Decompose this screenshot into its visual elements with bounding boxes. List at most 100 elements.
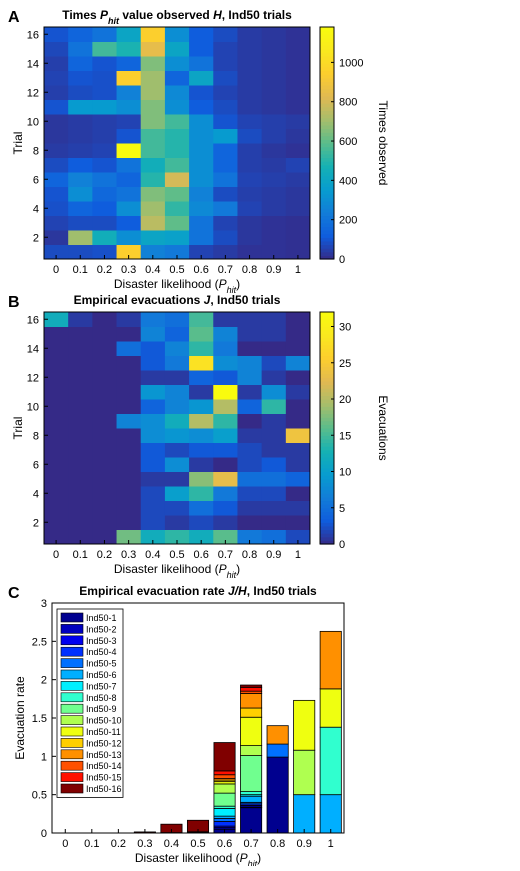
- heatmap-cell: [92, 201, 117, 216]
- heatmap-cell: [141, 143, 166, 158]
- text-part: hit: [248, 859, 258, 866]
- y-tick-label: 4: [33, 488, 39, 500]
- heatmap-cell: [141, 457, 166, 472]
- colorbar-tick-label: 0: [339, 254, 345, 266]
- colorbar-segment: [320, 187, 334, 191]
- heatmap-cell: [262, 85, 287, 100]
- heatmap-cell: [68, 327, 93, 342]
- y-tick-label: 8: [33, 145, 39, 157]
- bar-segment: [294, 750, 315, 794]
- legend-label: Ind50-16: [86, 784, 122, 794]
- legend-swatch: [61, 738, 83, 747]
- colorbar-segment: [320, 406, 334, 410]
- heatmap-cell: [141, 172, 166, 187]
- heatmap-cell: [165, 443, 190, 458]
- heatmap-cell: [92, 414, 117, 429]
- text-part: Empirical evacuations: [74, 293, 204, 307]
- chart-title: Times Phit value observed H, Ind50 trial…: [62, 8, 292, 26]
- text-part: P: [240, 851, 248, 865]
- heatmap-cell: [213, 515, 238, 530]
- heatmap-cell: [262, 385, 287, 400]
- heatmap-cell: [165, 172, 190, 187]
- heatmap-cell: [213, 327, 238, 342]
- colorbar-tick-label: 10: [339, 467, 351, 479]
- x-tick-label: 1: [295, 549, 301, 561]
- bar-segment: [240, 792, 261, 795]
- heatmap-cell: [189, 216, 214, 231]
- legend-label: Ind50-6: [86, 670, 117, 680]
- bar-segment: [320, 795, 341, 833]
- x-tick-label: 0.8: [242, 549, 257, 561]
- heatmap-cell: [237, 414, 262, 429]
- heatmap-cell: [141, 312, 166, 327]
- heatmap-cell: [141, 472, 166, 487]
- heatmap-cell: [68, 501, 93, 516]
- colorbar-segment: [320, 150, 334, 154]
- heatmap-cell: [117, 71, 142, 86]
- legend-label: Ind50-15: [86, 773, 122, 783]
- heatmap-cell: [44, 71, 69, 86]
- heatmap-cell: [165, 42, 190, 57]
- heatmap-cell: [213, 42, 238, 57]
- colorbar-segment: [320, 34, 334, 38]
- y-tick-label: 12: [27, 372, 39, 384]
- heatmap-cell: [286, 71, 311, 86]
- heatmap-cell: [141, 27, 166, 42]
- heatmap-cell: [189, 399, 214, 414]
- legend-swatch: [61, 750, 83, 759]
- heatmap-cell: [213, 201, 238, 216]
- heatmap-cell: [68, 486, 93, 501]
- colorbar-segment: [320, 435, 334, 439]
- heatmap-cell: [213, 85, 238, 100]
- colorbar-segment: [320, 147, 334, 151]
- text-part: , Ind50 trials: [210, 293, 280, 307]
- colorbar-segment: [320, 161, 334, 165]
- colorbar-segment: [320, 81, 334, 85]
- bar-segment: [214, 818, 235, 821]
- x-tick-label: 0.2: [97, 549, 112, 561]
- colorbar-segment: [320, 241, 334, 245]
- colorbar-segment: [320, 67, 334, 71]
- heatmap-cell: [92, 486, 117, 501]
- heatmap-cell: [237, 370, 262, 385]
- heatmap-cell: [165, 312, 190, 327]
- heatmap-cell: [117, 216, 142, 231]
- heatmap-cell: [165, 129, 190, 144]
- heatmap-cell: [286, 399, 311, 414]
- x-tick-label: 0.6: [194, 549, 209, 561]
- heatmap-cell: [117, 187, 142, 202]
- heatmap-cell: [117, 201, 142, 216]
- heatmap-cell: [213, 385, 238, 400]
- heatmap-cell: [117, 42, 142, 57]
- colorbar-tick-label: 15: [339, 430, 351, 442]
- colorbar-segment: [320, 201, 334, 205]
- colorbar-segment: [320, 92, 334, 96]
- text-part: Disaster likelihood (: [114, 562, 219, 576]
- colorbar-segment: [320, 316, 334, 320]
- heatmap-cell: [92, 327, 117, 342]
- colorbar-segment: [320, 363, 334, 367]
- heatmap-cell: [117, 428, 142, 443]
- colorbar-label: Evacuations: [376, 395, 390, 460]
- heatmap-cell: [44, 187, 69, 202]
- colorbar-segment: [320, 74, 334, 78]
- heatmap-cell: [286, 172, 311, 187]
- heatmap-cell: [165, 385, 190, 400]
- colorbar-segment: [320, 457, 334, 461]
- heatmap-cell: [117, 501, 142, 516]
- heatmap-cell: [68, 428, 93, 443]
- heatmap-cell: [44, 414, 69, 429]
- heatmap-cell: [237, 515, 262, 530]
- heatmap-cell: [213, 486, 238, 501]
- heatmap-cell: [213, 187, 238, 202]
- x-tick-label: 0.6: [217, 838, 232, 850]
- colorbar-segment: [320, 56, 334, 60]
- colorbar-segment: [320, 71, 334, 75]
- heatmap-cell: [286, 100, 311, 115]
- colorbar-segment: [320, 125, 334, 129]
- heatmap-cell: [262, 143, 287, 158]
- colorbar-segment: [320, 421, 334, 425]
- heatmap-cell: [92, 399, 117, 414]
- colorbar-segment: [320, 165, 334, 169]
- colorbar-segment: [320, 388, 334, 392]
